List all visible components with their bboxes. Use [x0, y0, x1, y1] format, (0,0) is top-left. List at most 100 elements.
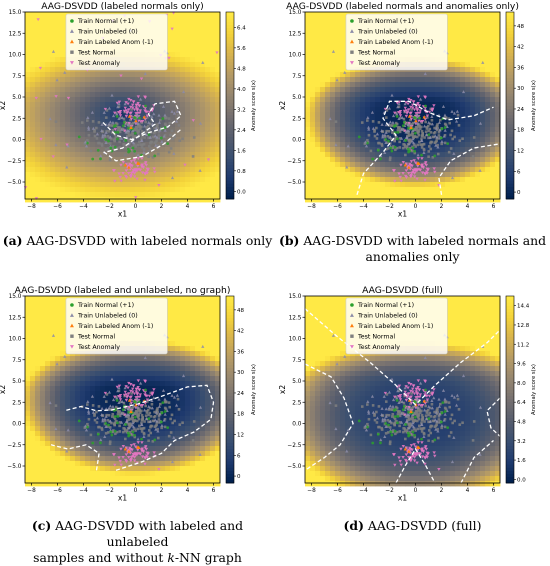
heatmap-cell — [60, 27, 65, 32]
heatmap-cell — [190, 192, 195, 197]
heatmap-cell — [195, 97, 200, 102]
heatmap-cell — [470, 167, 475, 172]
heatmap-cell — [460, 192, 465, 197]
heatmap-cell — [30, 421, 35, 426]
heatmap-cell — [50, 92, 55, 97]
heatmap-cell — [340, 127, 345, 132]
heatmap-cell — [65, 436, 70, 441]
colorbar-tick-label: 42 — [517, 45, 524, 51]
heatmap-cell — [70, 147, 75, 152]
heatmap-cell — [180, 77, 185, 82]
heatmap-cell — [85, 481, 90, 486]
heatmap-cell — [355, 97, 360, 102]
heatmap-cell — [50, 461, 55, 466]
heatmap-cell — [70, 426, 75, 431]
heatmap-cell — [40, 177, 45, 182]
heatmap-cell — [85, 147, 90, 152]
heatmap-cell — [65, 82, 70, 87]
heatmap-cell — [340, 152, 345, 157]
heatmap-cell — [320, 12, 325, 17]
heatmap-cell — [315, 57, 320, 62]
heatmap-cell — [335, 182, 340, 187]
heatmap-cell — [35, 82, 40, 87]
heatmap-cell — [350, 152, 355, 157]
heatmap-cell — [70, 471, 75, 476]
heatmap-cell — [340, 117, 345, 122]
heatmap-cell — [460, 72, 465, 77]
heatmap-cell — [485, 142, 490, 147]
point-train-normal — [144, 105, 147, 108]
heatmap-cell — [355, 72, 360, 77]
heatmap-cell — [25, 82, 30, 87]
heatmap-cell — [45, 396, 50, 401]
heatmap-cell — [190, 102, 195, 107]
heatmap-cell — [180, 167, 185, 172]
heatmap-cell — [460, 12, 465, 17]
heatmap-cell — [495, 172, 500, 177]
colorbar-step — [226, 40, 234, 44]
heatmap-cell — [365, 97, 370, 102]
heatmap-cell — [145, 187, 150, 192]
heatmap-cell — [55, 112, 60, 117]
heatmap-cell — [65, 152, 70, 157]
heatmap-cell — [445, 72, 450, 77]
heatmap-cell — [30, 481, 35, 486]
heatmap-cell — [465, 87, 470, 92]
heatmap-cell — [35, 446, 40, 451]
heatmap-cell — [375, 187, 380, 192]
heatmap-cell — [25, 446, 30, 451]
heatmap-cell — [470, 142, 475, 147]
heatmap-cell — [25, 192, 30, 197]
heatmap-cell — [195, 37, 200, 42]
heatmap-cell — [480, 157, 485, 162]
heatmap-cell — [325, 47, 330, 52]
heatmap-cell — [60, 97, 65, 102]
heatmap-cell — [380, 177, 385, 182]
heatmap-cell — [60, 316, 65, 321]
heatmap-cell — [50, 341, 55, 346]
heatmap-cell — [90, 92, 95, 97]
heatmap-cell — [105, 446, 110, 451]
heatmap-cell — [335, 32, 340, 37]
point-test-normal — [101, 144, 104, 147]
heatmap-cell — [50, 361, 55, 366]
heatmap-cell — [355, 87, 360, 92]
heatmap-cell — [60, 82, 65, 87]
heatmap-cell — [460, 132, 465, 137]
heatmap-cell — [60, 182, 65, 187]
heatmap-cell — [45, 326, 50, 331]
heatmap-cell — [430, 82, 435, 87]
heatmap-cell — [470, 197, 475, 202]
heatmap-cell — [45, 97, 50, 102]
legend: Train Normal (+1)Train Unlabeled (0)Trai… — [66, 14, 167, 70]
heatmap-cell — [130, 182, 135, 187]
heatmap-cell — [55, 471, 60, 476]
heatmap-cell — [75, 182, 80, 187]
heatmap-cell — [105, 82, 110, 87]
heatmap-cell — [55, 341, 60, 346]
heatmap-cell — [35, 47, 40, 52]
heatmap-cell — [465, 47, 470, 52]
heatmap-cell — [470, 187, 475, 192]
heatmap-cell — [45, 182, 50, 187]
heatmap-cell — [185, 182, 190, 187]
heatmap-cell — [110, 72, 115, 77]
heatmap-cell — [490, 42, 495, 47]
heatmap-cell — [305, 72, 310, 77]
heatmap-cell — [205, 97, 210, 102]
heatmap-cell — [60, 87, 65, 92]
heatmap-cell — [180, 32, 185, 37]
x-tick-label: 0 — [414, 204, 418, 210]
heatmap-cell — [60, 147, 65, 152]
heatmap-cell — [75, 431, 80, 436]
heatmap-cell — [215, 12, 220, 17]
heatmap-cell — [475, 107, 480, 112]
heatmap-cell — [75, 117, 80, 122]
heatmap-cell — [105, 182, 110, 187]
heatmap-cell — [305, 132, 310, 137]
heatmap-cell — [405, 197, 410, 202]
colorbar-step — [226, 56, 234, 60]
heatmap-cell — [40, 197, 45, 202]
heatmap-cell — [35, 351, 40, 356]
heatmap-cell — [200, 102, 205, 107]
